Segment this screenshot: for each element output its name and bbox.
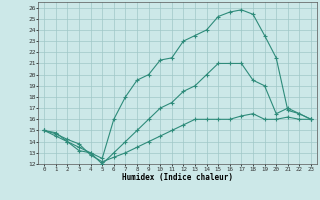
X-axis label: Humidex (Indice chaleur): Humidex (Indice chaleur) xyxy=(122,173,233,182)
